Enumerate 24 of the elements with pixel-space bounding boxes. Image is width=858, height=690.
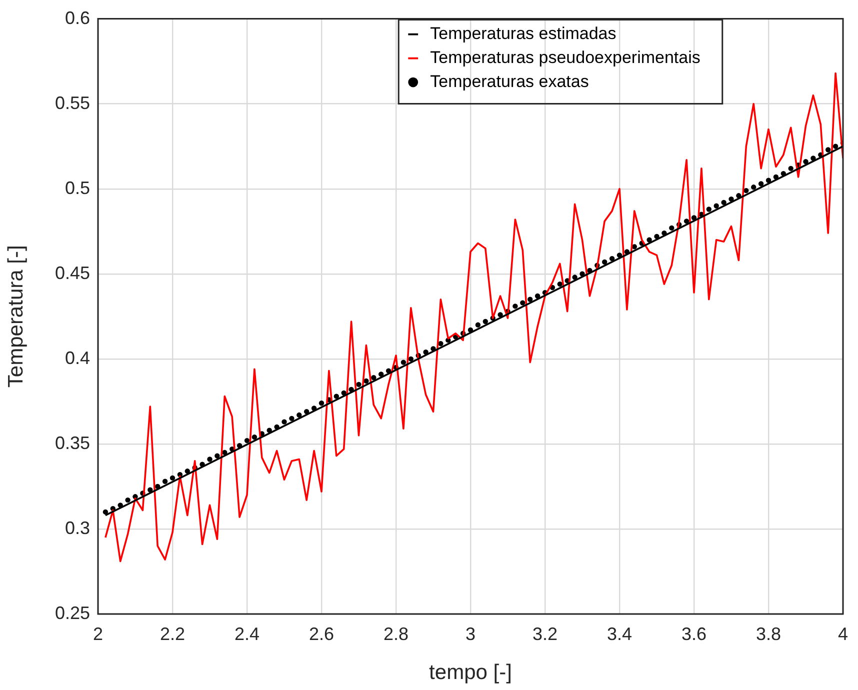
y-tick-label: 0.45 [54,262,90,283]
legend-label: Temperaturas pseudoexperimentais [430,48,700,67]
legend-label: Temperaturas exatas [430,72,589,91]
x-tick-label: 3.8 [756,624,782,644]
x-tick-label: 2.4 [234,624,260,644]
x-axis-title: tempo [-] [429,661,512,684]
x-tick-label: 2.2 [160,624,186,644]
x-tick-label: 2.6 [308,624,334,644]
x-tick-label: 3.4 [606,624,632,644]
x-tick-label: 3 [465,624,476,644]
y-tick-label: 0.5 [64,178,90,198]
legend-label: Temperaturas estimadas [430,24,616,43]
y-tick-label: 0.55 [54,92,90,113]
y-tick-label: 0.6 [64,8,90,28]
x-tick-label: 3.6 [681,624,707,644]
x-tick-label: 4 [838,624,848,644]
y-tick-label: 0.25 [54,602,90,623]
x-tick-label: 3.2 [532,624,558,644]
y-tick-label: 0.3 [64,518,90,538]
x-tick-label: 2.8 [383,624,409,644]
x-tick-label: 2 [92,624,104,644]
y-tick-label: 0.4 [64,348,90,368]
y-axis-title: Temperatura [-] [4,245,28,388]
y-tick-label: 0.35 [54,432,90,453]
